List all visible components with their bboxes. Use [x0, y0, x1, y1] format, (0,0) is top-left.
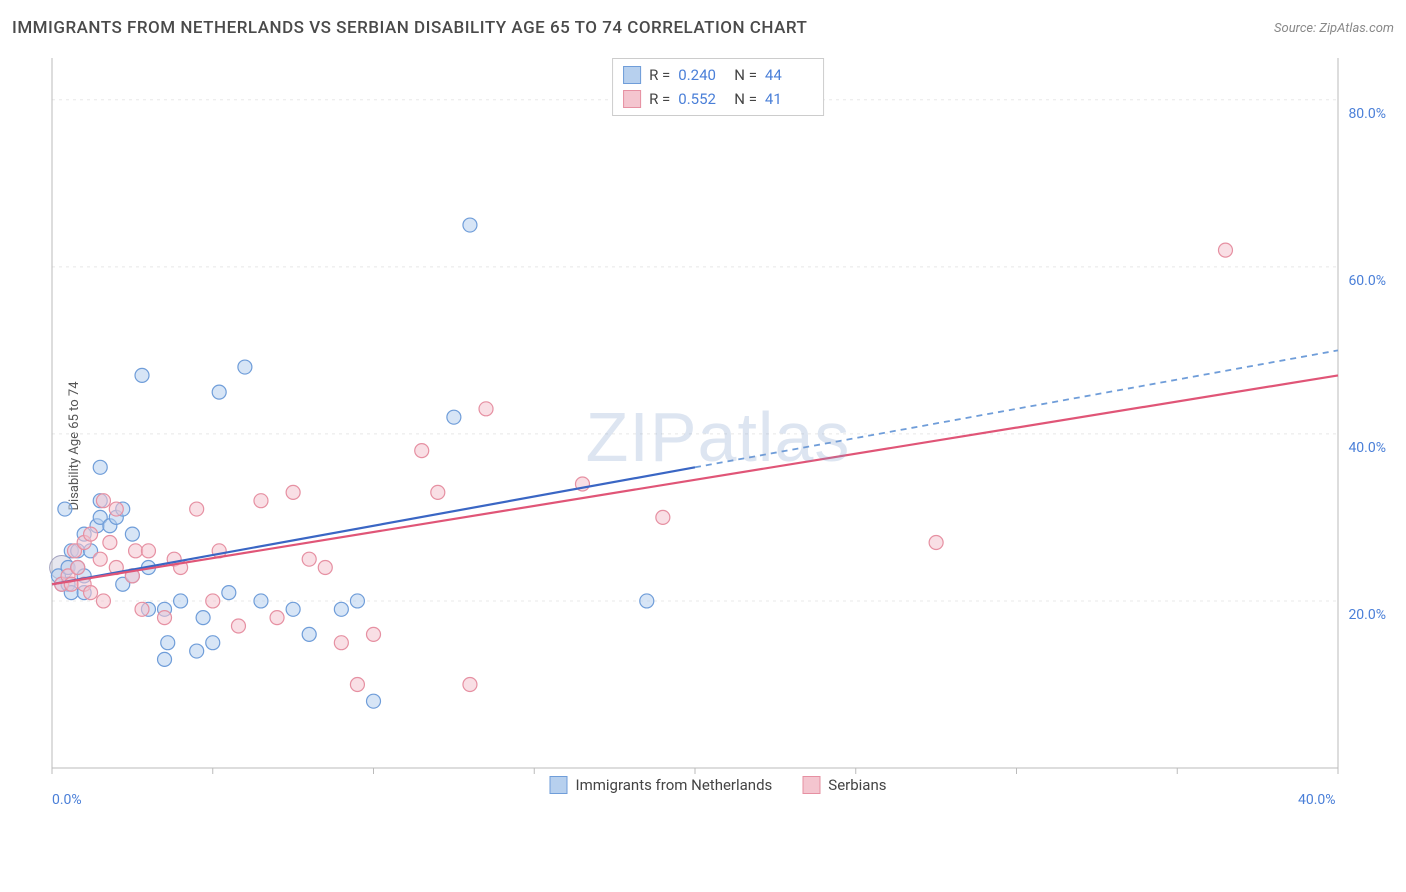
y-tick-label: 40.0%	[1348, 440, 1386, 456]
stats-legend: R = 0.240 N = 44 R = 0.552 N = 41	[612, 58, 824, 116]
series-legend: Immigrants from Netherlands Serbians	[550, 776, 887, 794]
stats-row: R = 0.240 N = 44	[623, 63, 813, 87]
stats-row: R = 0.552 N = 41	[623, 87, 813, 111]
swatch-icon	[802, 776, 820, 794]
legend-item: Serbians	[802, 776, 886, 794]
swatch-icon	[623, 90, 641, 108]
r-value: 0.552	[678, 87, 726, 111]
r-label: R =	[649, 87, 670, 111]
title-bar: IMMIGRANTS FROM NETHERLANDS VS SERBIAN D…	[12, 18, 1394, 38]
y-tick-label: 60.0%	[1348, 273, 1386, 289]
swatch-icon	[550, 776, 568, 794]
r-label: R =	[649, 63, 670, 87]
chart-title: IMMIGRANTS FROM NETHERLANDS VS SERBIAN D…	[12, 18, 807, 38]
scatter-plot	[48, 58, 1388, 816]
n-label: N =	[734, 87, 757, 111]
n-value: 41	[765, 87, 813, 111]
source-label: Source: ZipAtlas.com	[1274, 21, 1394, 36]
legend-label: Immigrants from Netherlands	[576, 776, 773, 794]
x-tick-label: 0.0%	[52, 792, 82, 808]
y-tick-label: 80.0%	[1348, 106, 1386, 122]
legend-item: Immigrants from Netherlands	[550, 776, 773, 794]
legend-label: Serbians	[828, 776, 886, 794]
chart-area: ZIPatlas R =0.240N =44R =0.552N =41 20.0…	[48, 58, 1388, 816]
swatch-icon	[623, 66, 641, 84]
y-tick-label: 20.0%	[1348, 607, 1386, 623]
x-tick-label: 40.0%	[1298, 792, 1336, 808]
n-label: N =	[734, 63, 757, 87]
n-value: 44	[765, 63, 813, 87]
r-value: 0.240	[678, 63, 726, 87]
